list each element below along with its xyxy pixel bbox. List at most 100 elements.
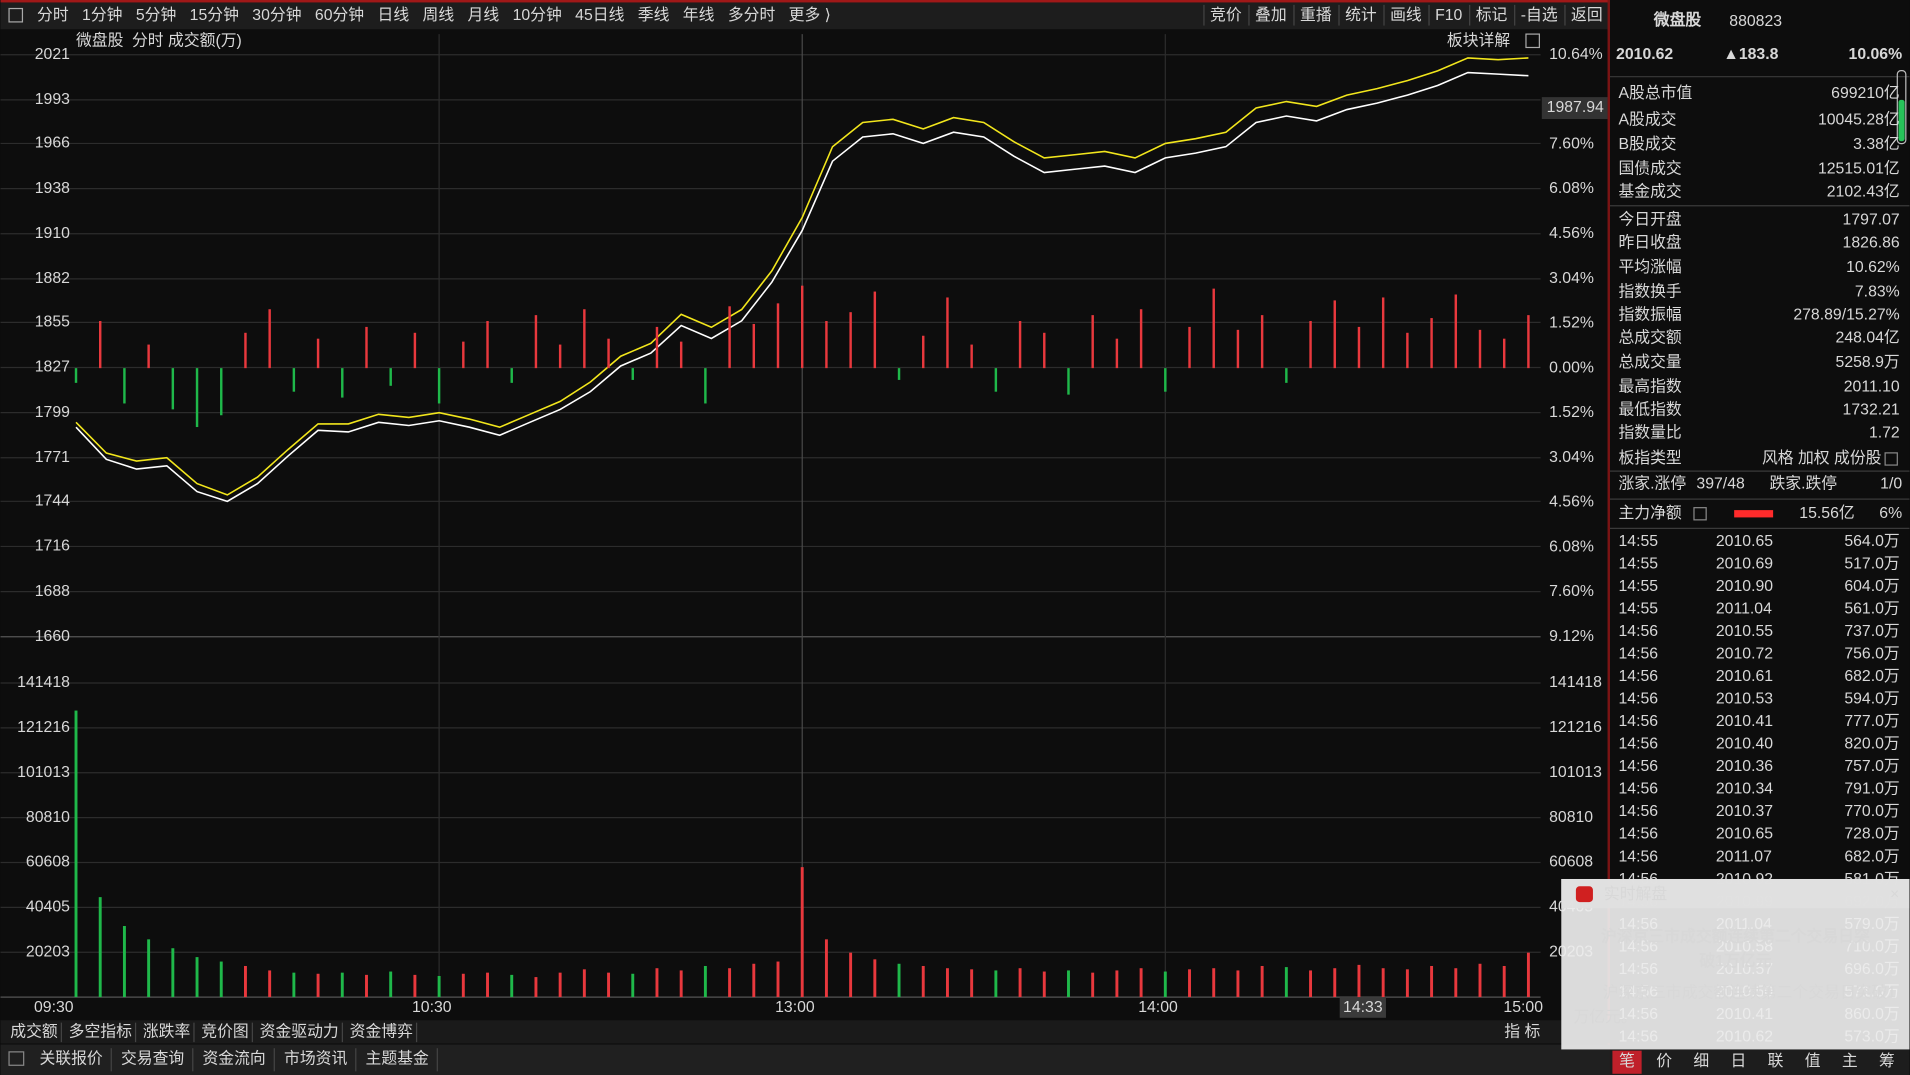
y2-tick-label: 3.04% — [1549, 449, 1594, 466]
volume-bar — [389, 971, 393, 998]
period-tab[interactable]: 更多 ⟩ — [789, 6, 831, 24]
menu-icon[interactable] — [8, 7, 24, 23]
breadth-bar — [413, 332, 417, 369]
bottom-tab[interactable]: 关联报价 — [39, 1049, 102, 1067]
volume-bar — [195, 957, 199, 998]
link-icon[interactable] — [1525, 33, 1540, 49]
trade-time: 14:56 — [1619, 691, 1659, 708]
tool-button[interactable]: 统计 — [1345, 6, 1377, 24]
bottom-tab[interactable]: 市场资讯 — [284, 1049, 347, 1067]
y2-tick-label: 3.04% — [1549, 270, 1594, 287]
trade-price: 2010.36 — [1716, 758, 1773, 775]
period-tab[interactable]: 年线 — [683, 6, 715, 24]
breadth-bar — [704, 368, 707, 404]
panel-tab[interactable]: 日 — [1731, 1053, 1747, 1070]
panel-tab[interactable]: 主 — [1842, 1052, 1858, 1070]
volume-bar — [1309, 970, 1313, 998]
volume-bar — [703, 965, 707, 998]
cursor-time: 14:33 — [1343, 999, 1383, 1016]
volume-bar — [1260, 965, 1264, 998]
breadth-bar — [365, 326, 368, 369]
tool-button[interactable]: 重播 — [1300, 6, 1332, 24]
trade-price: 2010.65 — [1716, 533, 1773, 550]
bottom-tab[interactable]: 资金流向 — [203, 1049, 266, 1067]
panel-tab[interactable]: 价 — [1656, 1053, 1672, 1070]
popup-logo — [1575, 886, 1593, 903]
volume-bar — [534, 977, 538, 998]
tool-button[interactable]: 标记 — [1476, 6, 1508, 24]
tool-button[interactable]: F10 — [1435, 7, 1462, 24]
period-tab[interactable]: 月线 — [468, 6, 500, 24]
volume-bar — [74, 710, 78, 998]
panel-tab[interactable]: 值 — [1805, 1052, 1821, 1070]
period-tab[interactable]: 1分钟 — [82, 6, 122, 24]
y-tick-label: 1688 — [35, 583, 70, 600]
stat-value: 5258.9万 — [1836, 354, 1900, 371]
trade-time: 14:56 — [1619, 668, 1659, 685]
panel-tab[interactable]: 细 — [1693, 1052, 1709, 1070]
volume-bar — [873, 959, 877, 998]
period-tab[interactable]: 60分钟 — [315, 6, 364, 24]
indicator-tab[interactable]: 成交额 — [10, 1023, 58, 1041]
indicator-tab[interactable]: 多空指标 — [69, 1023, 132, 1041]
breadth-bar — [994, 368, 998, 392]
panel-tab[interactable]: 笔 — [1619, 1052, 1635, 1070]
bottom-tab[interactable]: 主题基金 — [366, 1049, 429, 1067]
bottom-icon[interactable] — [8, 1051, 25, 1066]
period-tab[interactable]: 日线 — [378, 6, 410, 24]
period-tab[interactable]: 15分钟 — [190, 6, 239, 24]
indicator-tab[interactable]: 资金博弈 — [350, 1023, 413, 1041]
indicator-tab[interactable]: 资金驱动力 — [260, 1023, 339, 1041]
panel-tab[interactable]: 联 — [1768, 1052, 1784, 1070]
period-tab[interactable]: 45日线 — [575, 6, 624, 24]
tool-button[interactable]: 画线 — [1390, 6, 1422, 24]
y-tick-label-right: 80810 — [1549, 809, 1593, 826]
stat-value: 1826.86 — [1843, 235, 1900, 252]
period-tab[interactable]: 10分钟 — [513, 6, 562, 24]
breadth-value: 397/48 — [1696, 476, 1745, 493]
period-tab[interactable]: 周线 — [423, 6, 455, 24]
tool-button[interactable]: 返回 — [1571, 6, 1603, 24]
trade-time: 14:56 — [1619, 781, 1659, 798]
volume-bar — [1478, 963, 1482, 998]
bottom-tab[interactable]: 交易查询 — [121, 1049, 184, 1067]
period-tab[interactable]: 季线 — [638, 6, 670, 24]
volume-bar — [1139, 968, 1143, 998]
trade-time: 14:55 — [1619, 601, 1659, 618]
x-tick-label: 10:30 — [412, 999, 452, 1016]
flow-pct: 6% — [1879, 505, 1902, 522]
trade-price: 2010.72 — [1716, 646, 1773, 663]
breadth-bar — [1502, 338, 1506, 369]
stat-label: A股成交 — [1619, 111, 1677, 129]
panel-tab[interactable]: 筹 — [1879, 1052, 1895, 1070]
detail-link[interactable]: 板块详解 — [1447, 32, 1510, 50]
bottom-bar — [0, 1044, 1610, 1075]
popup-close: × — [1890, 886, 1899, 903]
period-tab[interactable]: 多分时 — [728, 6, 776, 24]
y-tick-label: 121216 — [17, 719, 70, 736]
indicator-tab[interactable]: 涨跌率 — [143, 1023, 191, 1041]
indicator-button[interactable]: 指 标 — [1504, 1023, 1540, 1041]
breadth-bar — [1333, 300, 1336, 369]
tool-button[interactable]: -自选 — [1521, 6, 1558, 24]
breadth-bar — [123, 368, 126, 404]
breadth-bar — [970, 344, 973, 369]
quote-price: 2010.62 — [1616, 46, 1673, 63]
period-tab[interactable]: 5分钟 — [136, 6, 176, 24]
popup-body: 沪深京三市成交额连续第二个交易日突破1 万亿元。 — [1573, 984, 1896, 1026]
tool-button[interactable]: 叠加 — [1255, 6, 1287, 24]
stat-value: 10.62% — [1846, 259, 1900, 276]
trade-volume: 728.0万 — [1844, 826, 1899, 843]
volume-bar — [1212, 968, 1216, 998]
period-tab[interactable]: 分时 — [37, 6, 69, 24]
volume-bar — [655, 968, 659, 998]
y-tick-label: 1799 — [35, 404, 70, 421]
indicator-tab[interactable]: 竞价图 — [201, 1023, 248, 1041]
volume-bar — [413, 974, 417, 998]
tool-button[interactable]: 竞价 — [1210, 6, 1242, 24]
period-tab[interactable]: 30分钟 — [252, 6, 301, 24]
breadth-bar — [631, 368, 634, 380]
trade-time: 14:56 — [1619, 758, 1659, 775]
breadth-bar — [389, 368, 392, 386]
volume-bar — [292, 972, 296, 998]
